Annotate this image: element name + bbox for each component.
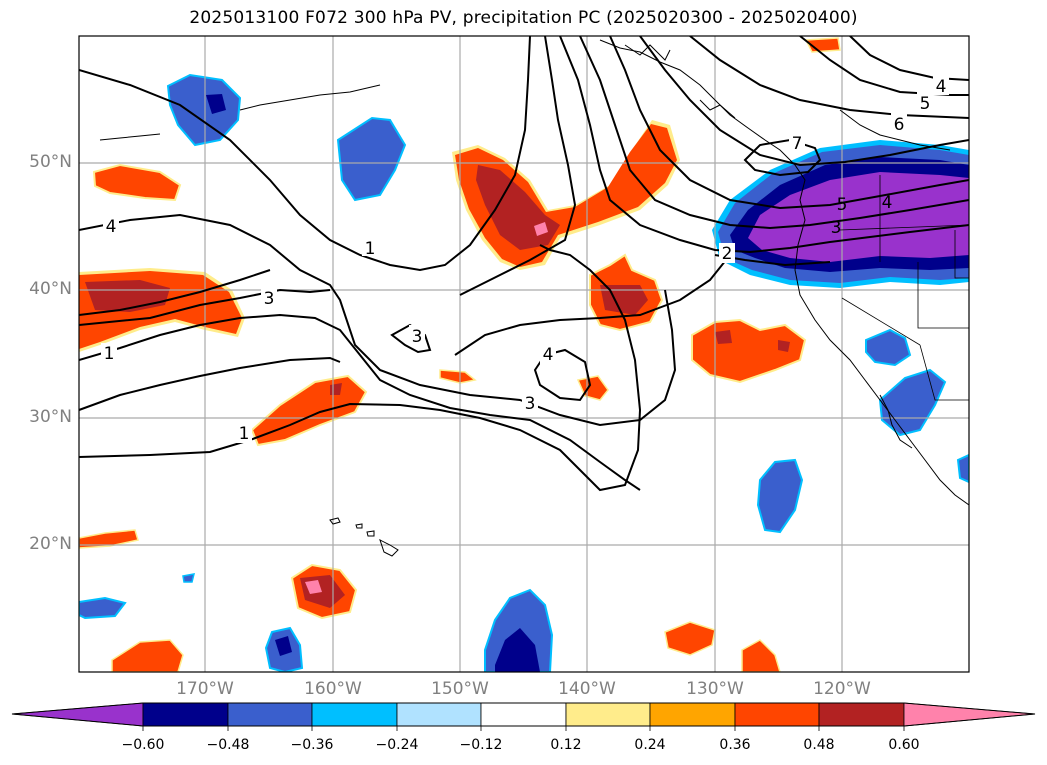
colorbar-tick-label: −0.60 — [121, 737, 165, 753]
colorbar-bin — [734, 702, 820, 727]
lon-label: 170°W — [176, 679, 234, 699]
colorbar-bin — [649, 702, 736, 727]
colorbar-extend-left — [11, 702, 144, 727]
lon-label: 120°W — [813, 679, 871, 699]
contour-label: 7 — [792, 134, 803, 154]
plot-border — [78, 35, 970, 673]
colorbar-tick-label: 0.36 — [719, 737, 751, 753]
negative-anomaly-region — [336, 116, 407, 202]
positive-anomaly-region — [439, 369, 477, 384]
positive-anomaly-region — [534, 222, 548, 236]
negative-anomaly-region — [166, 73, 242, 147]
lon-label: 150°W — [431, 679, 489, 699]
negative-anomaly-region — [182, 573, 196, 583]
negative-anomaly-region — [79, 596, 127, 620]
borders — [839, 175, 969, 401]
lat-label: 30°N — [29, 407, 72, 427]
colorbar-tick-label: 0.60 — [888, 737, 920, 753]
colorbar-tick-label: −0.48 — [206, 737, 250, 753]
contour-label: 4 — [936, 77, 947, 97]
colorbar-tick-label: 0.24 — [634, 737, 666, 753]
graticule — [79, 36, 969, 672]
lat-label: 50°N — [29, 152, 72, 172]
colorbar-bin — [480, 702, 567, 727]
contour-label: 4 — [106, 217, 117, 237]
contour-label: 5 — [920, 94, 931, 114]
colorbar-tick-label: 0.12 — [550, 737, 582, 753]
negative-anomaly-region — [756, 458, 804, 534]
colorbar-bin — [818, 702, 905, 727]
negative-anomaly-region — [956, 453, 969, 484]
positive-anomaly-region — [715, 330, 732, 344]
colorbar-tick-label: 0.48 — [803, 737, 835, 753]
positive-anomaly-region — [741, 639, 781, 672]
contour-label: 6 — [894, 115, 905, 135]
colorbar — [11, 702, 1036, 731]
positive-anomaly-region — [111, 639, 184, 672]
colorbar-tick-label: −0.12 — [459, 737, 503, 753]
colorbar-extend-right — [903, 702, 1036, 727]
positive-anomaly-region — [330, 383, 342, 395]
negative-anomaly-layer — [79, 73, 969, 672]
contour-label: 4 — [882, 193, 893, 213]
colorbar-tick-label: −0.36 — [290, 737, 334, 753]
colorbar-bin — [142, 702, 229, 727]
colorbar-bin — [311, 702, 398, 727]
colorbar-bin — [396, 702, 482, 727]
contour-label: 3 — [525, 394, 536, 414]
positive-anomaly-region — [305, 580, 322, 594]
positive-anomaly-region — [664, 621, 716, 656]
lon-label: 140°W — [558, 679, 616, 699]
colorbar-tick-label: −0.24 — [375, 737, 419, 753]
contour-label: 2 — [722, 244, 733, 264]
negative-anomaly-region — [275, 636, 292, 656]
contour-label: 3 — [831, 218, 842, 238]
contour-label: 1 — [104, 344, 115, 364]
lat-label: 20°N — [29, 534, 72, 554]
contour-label: 5 — [837, 195, 848, 215]
coastlines — [99, 39, 969, 557]
positive-anomaly-region — [79, 529, 139, 549]
contour-label: 1 — [365, 239, 376, 259]
contour-label: 3 — [412, 327, 423, 347]
contour-label: 3 — [264, 289, 275, 309]
map-title: 2025013100 F072 300 hPa PV, precipitatio… — [189, 8, 858, 28]
positive-anomaly-region — [778, 340, 790, 352]
contour-label: 1 — [239, 424, 250, 444]
positive-anomaly-region — [92, 163, 182, 202]
negative-anomaly-region — [495, 628, 540, 672]
colorbar-bin — [565, 702, 651, 727]
negative-anomaly-region — [878, 368, 947, 437]
lon-label: 130°W — [686, 679, 744, 699]
negative-anomaly-region — [206, 94, 226, 114]
pv-contours — [79, 36, 969, 492]
lat-label: 40°N — [29, 279, 72, 299]
contour-label: 4 — [543, 345, 554, 365]
colorbar-bin — [227, 702, 313, 727]
negative-anomaly-region — [748, 172, 969, 262]
lon-label: 160°W — [304, 679, 362, 699]
negative-anomaly-region — [865, 328, 912, 367]
